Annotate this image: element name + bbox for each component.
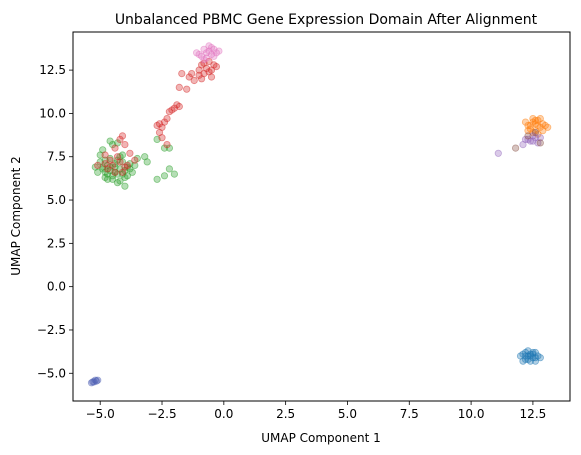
data-point (126, 149, 134, 157)
data-point (175, 83, 183, 92)
data-point (175, 102, 183, 111)
x-tick-label: 12.5 (520, 407, 547, 421)
data-point (531, 128, 540, 137)
y-tick-label: 5.0 (47, 193, 66, 207)
data-point (106, 156, 114, 164)
data-point (163, 141, 171, 149)
data-point (143, 158, 151, 166)
x-tick-label: −5.0 (86, 407, 115, 421)
data-point (131, 156, 139, 164)
data-point (123, 172, 132, 180)
series-5 (494, 132, 544, 157)
data-point (215, 47, 223, 55)
data-point (212, 62, 220, 71)
data-point (118, 132, 127, 140)
data-point (544, 123, 552, 131)
data-point (104, 175, 112, 183)
data-point (521, 118, 530, 126)
x-tick-label: 7.5 (400, 407, 419, 421)
data-point (536, 139, 544, 147)
data-point (165, 165, 173, 173)
series-2 (94, 57, 220, 176)
data-point (101, 160, 109, 168)
data-point (536, 354, 544, 362)
series-6 (511, 128, 544, 152)
x-axis-label: UMAP Component 1 (261, 431, 381, 445)
x-tick-label: −2.5 (147, 407, 176, 421)
chart-title: Unbalanced PBMC Gene Expression Domain A… (115, 12, 538, 28)
data-point (188, 70, 196, 78)
data-point (519, 357, 527, 365)
data-point (121, 182, 129, 190)
data-point (123, 161, 132, 169)
plot-frame (72, 31, 571, 402)
x-tick-label: 2.5 (276, 407, 295, 421)
series-3 (193, 42, 223, 64)
x-tick-label: 10.0 (458, 407, 485, 421)
points-layer (87, 42, 552, 387)
data-point (193, 49, 201, 57)
data-point (207, 73, 216, 81)
y-tick-label: 12.5 (39, 63, 66, 77)
series-1 (91, 135, 178, 190)
data-point (104, 170, 112, 178)
data-point (531, 357, 540, 365)
data-point (536, 134, 544, 142)
data-point (524, 132, 532, 140)
y-tick-label: 7.5 (47, 150, 66, 164)
data-point (118, 168, 127, 176)
data-point (160, 172, 169, 180)
data-point (131, 161, 139, 169)
y-axis: −5.0 −2.5 0.0 2.5 5.0 7.5 10.0 12.5 (37, 63, 73, 380)
y-tick-label: 0.0 (47, 280, 66, 294)
y-axis-label: UMAP Component 2 (9, 156, 23, 276)
data-point (183, 85, 191, 93)
data-point (200, 56, 208, 64)
data-point (101, 151, 109, 159)
data-point (529, 350, 537, 358)
data-point (198, 75, 206, 83)
data-point (494, 149, 502, 157)
y-tick-label: 2.5 (47, 236, 66, 250)
data-point (168, 106, 176, 114)
data-point (116, 177, 124, 185)
data-point (178, 70, 186, 78)
data-point (539, 127, 547, 135)
x-axis: −5.0 −2.5 0.0 2.5 5.0 7.5 10.0 12.5 (86, 401, 547, 421)
data-point (205, 42, 213, 50)
data-point (106, 137, 114, 145)
data-point (511, 144, 520, 152)
y-tick-label: −5.0 (37, 366, 66, 380)
data-point (531, 116, 540, 125)
data-point (153, 175, 161, 183)
y-tick-label: 10.0 (39, 106, 66, 120)
data-point (521, 348, 530, 357)
series-7 (516, 347, 544, 365)
data-point (153, 121, 161, 130)
data-point (529, 137, 537, 145)
data-point (121, 141, 129, 149)
data-point (170, 170, 178, 178)
data-point (92, 377, 101, 385)
data-point (111, 168, 119, 176)
y-tick-label: −2.5 (37, 323, 66, 337)
x-tick-label: 5.0 (338, 407, 357, 421)
series-8 (87, 376, 102, 387)
data-point (163, 115, 171, 123)
data-point (113, 153, 122, 161)
data-point (94, 161, 102, 169)
data-point (190, 76, 198, 85)
data-point (111, 144, 119, 152)
data-point (158, 134, 166, 142)
x-tick-label: 0.0 (214, 407, 233, 421)
data-point (109, 175, 117, 183)
